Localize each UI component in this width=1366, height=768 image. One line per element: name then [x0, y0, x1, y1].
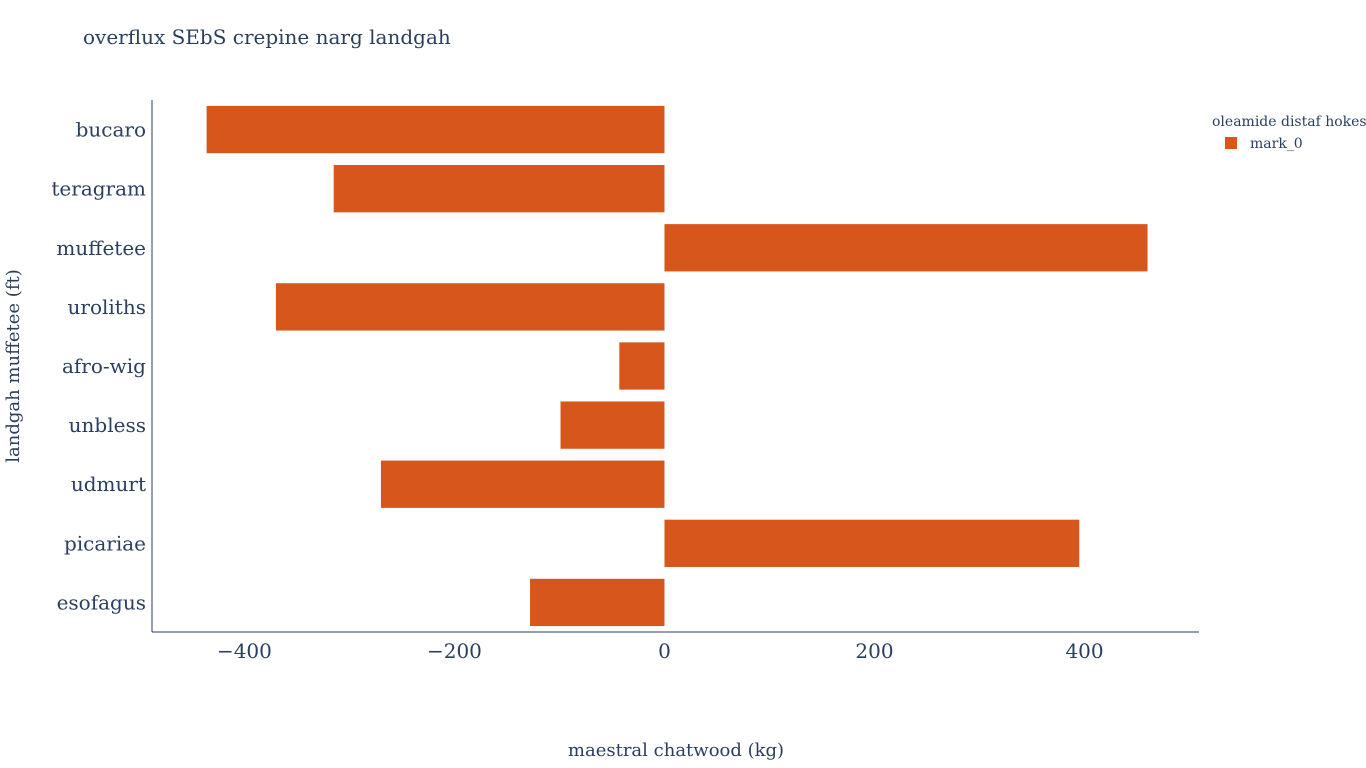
x-tick-label-3: 200 [855, 639, 893, 663]
bars-group [206, 105, 1148, 627]
y-tick-label-uroliths: uroliths [68, 295, 146, 319]
bar-afro-wig [619, 342, 665, 390]
x-tick-label-0: −400 [217, 639, 272, 663]
bar-teragram [333, 165, 665, 213]
legend: oleamide distaf hokes mark_0 [1212, 114, 1366, 152]
bar-muffetee [664, 224, 1148, 272]
bar-unbless [560, 401, 665, 449]
y-tick-label-afro-wig: afro-wig [62, 354, 146, 378]
x-tick-label-1: −200 [427, 639, 482, 663]
chart-title: overflux SEbS crepine narg landgah [83, 25, 451, 49]
bar-udmurt [380, 460, 665, 508]
y-axis-title: landgah muffetee (ft) [3, 269, 24, 462]
y-tick-label-esofagus: esofagus [57, 590, 146, 614]
x-axis-title: maestral chatwood (kg) [568, 740, 784, 761]
y-tick-label-muffetee: muffetee [56, 236, 146, 260]
bar-esofagus [530, 578, 665, 627]
x-tick-label-4: 400 [1065, 639, 1103, 663]
bar-uroliths [275, 283, 665, 331]
legend-title: oleamide distaf hokes [1212, 114, 1366, 130]
y-tick-label-bucaro: bucaro [76, 118, 146, 142]
bar-picariae [664, 519, 1080, 567]
y-tick-label-teragram: teragram [51, 177, 146, 201]
y-tick-label-unbless: unbless [69, 413, 146, 437]
x-tick-label-2: 0 [658, 639, 671, 663]
legend-label-mark-0: mark_0 [1250, 136, 1303, 152]
legend-swatch-mark-0 [1225, 137, 1237, 149]
y-tick-labels: bucaro teragram muffetee uroliths afro-wig un… [51, 118, 146, 615]
y-tick-label-udmurt: udmurt [71, 472, 146, 496]
y-tick-label-picariae: picariae [64, 531, 146, 555]
bar-bucaro [206, 105, 665, 154]
x-tick-labels: −400 −200 0 200 400 [217, 639, 1104, 663]
